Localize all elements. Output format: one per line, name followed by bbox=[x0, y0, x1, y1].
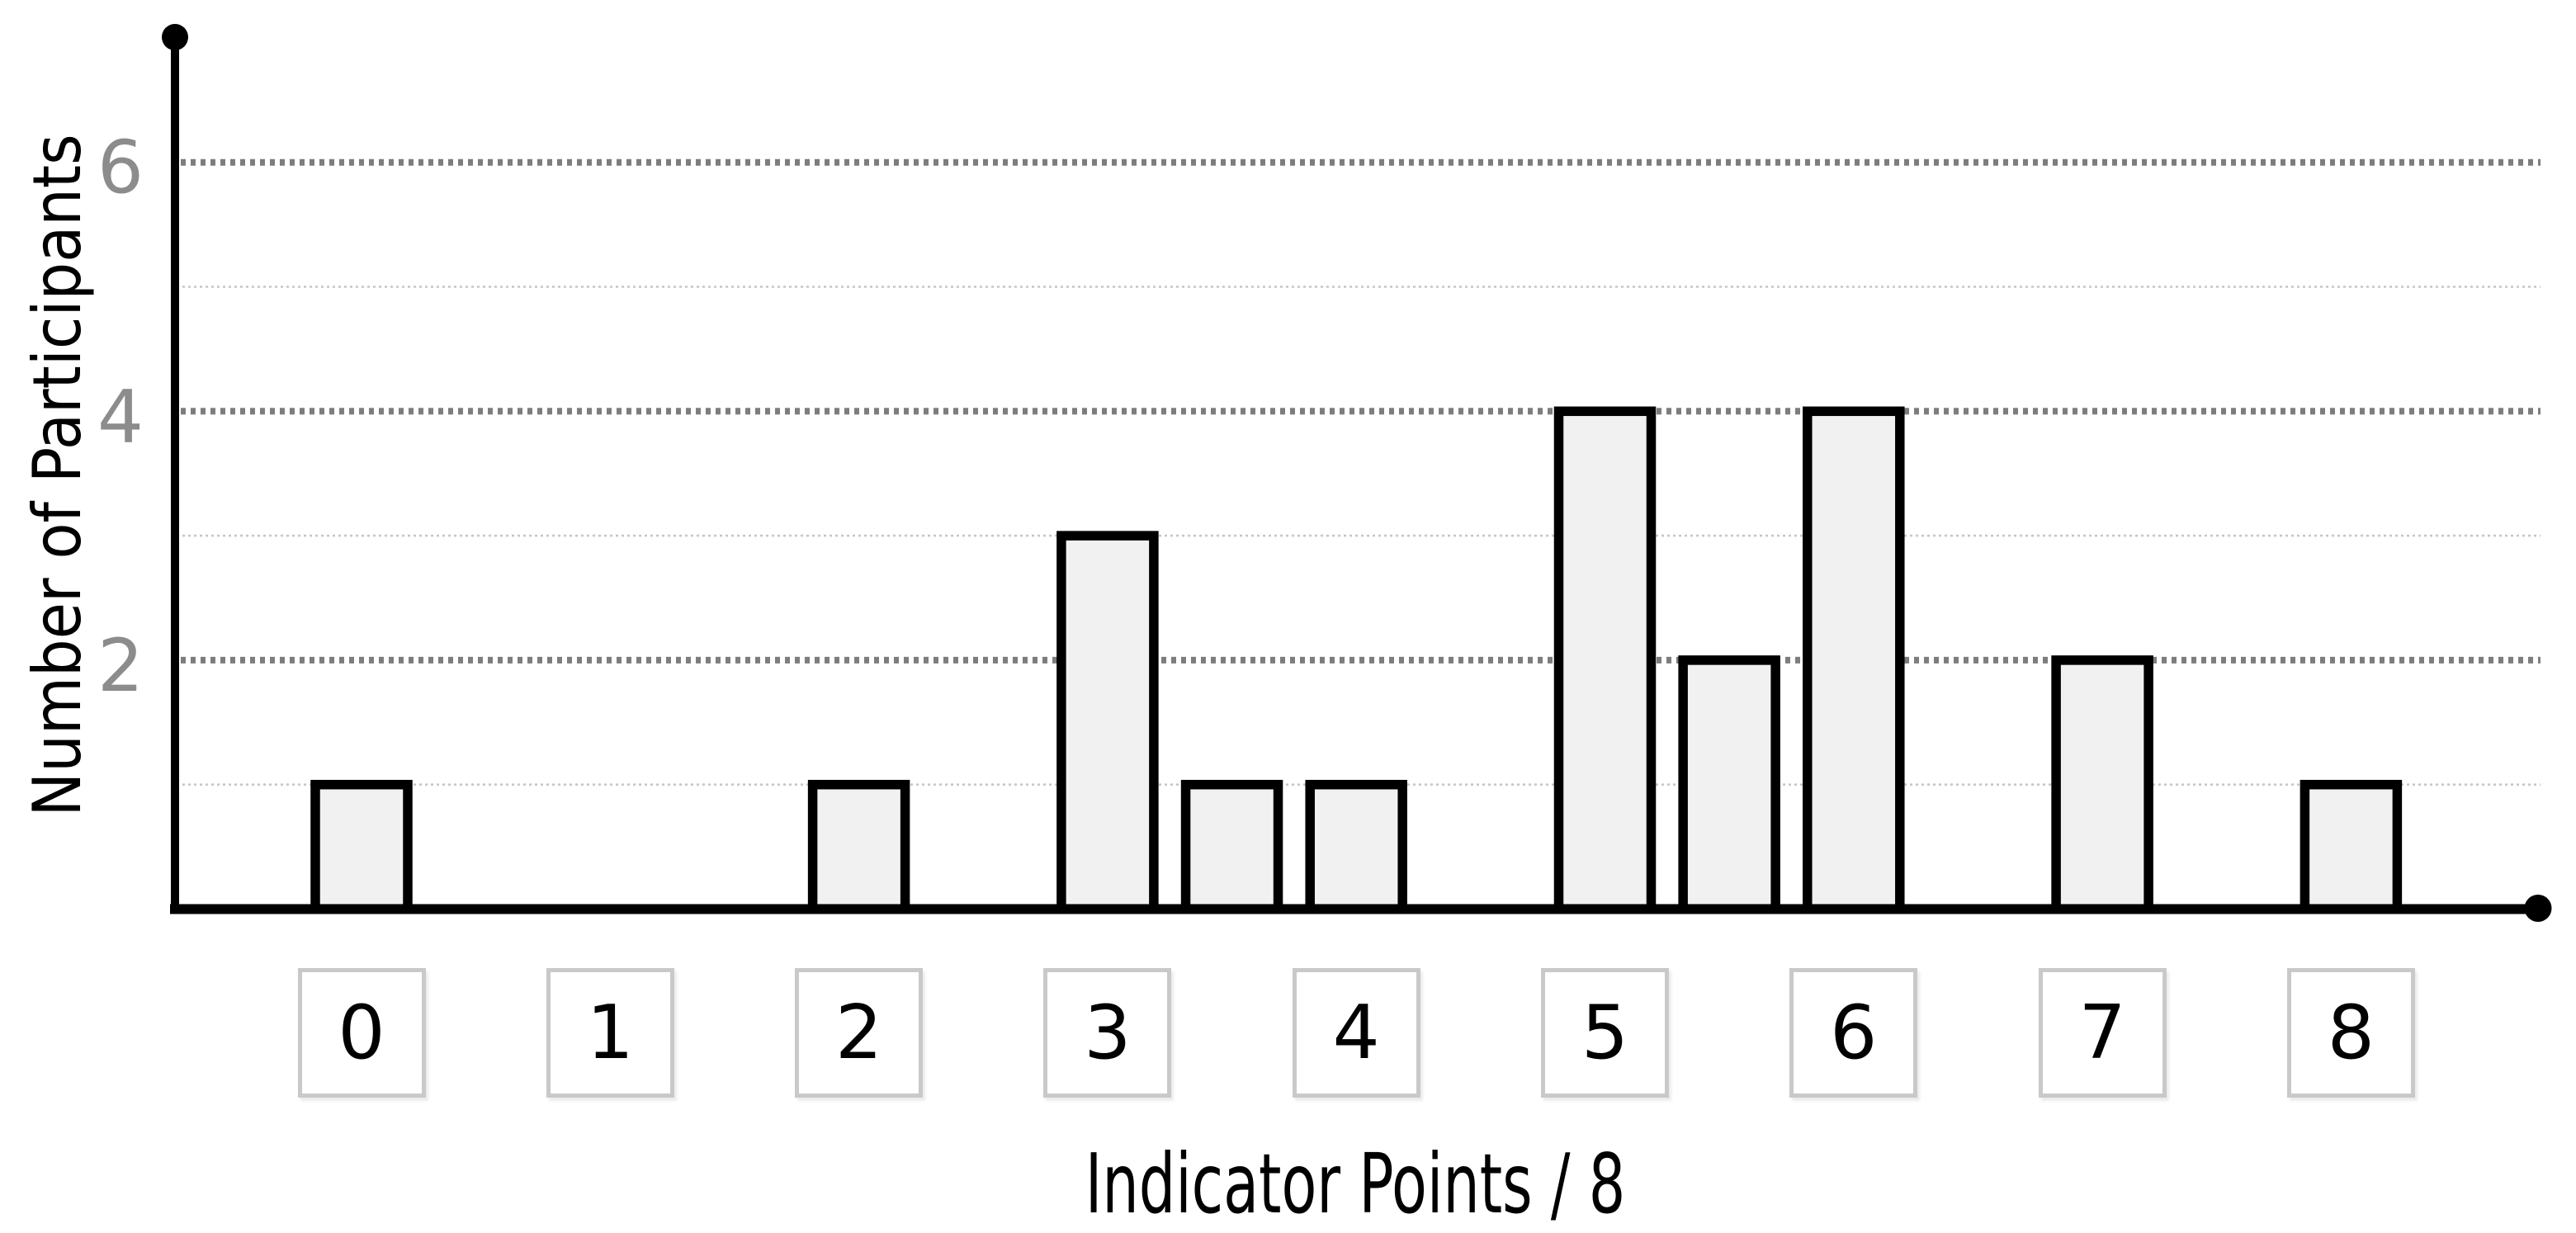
y-tick-label: 2 bbox=[97, 623, 144, 708]
category-label: 0 bbox=[338, 989, 385, 1076]
bar bbox=[2299, 779, 2403, 914]
category-box: 6 bbox=[1789, 968, 1918, 1098]
x-axis-end-dot bbox=[2524, 895, 2552, 922]
bar bbox=[2051, 655, 2153, 914]
category-box: 5 bbox=[1541, 968, 1669, 1098]
category-label: 5 bbox=[1581, 989, 1629, 1076]
y-tick-label: 4 bbox=[97, 374, 144, 459]
bar bbox=[1180, 779, 1283, 914]
y-axis-title: Number of Participants bbox=[19, 96, 96, 854]
bar bbox=[310, 779, 413, 914]
category-label: 2 bbox=[834, 989, 883, 1076]
category-label: 4 bbox=[1332, 989, 1380, 1076]
bar bbox=[1553, 406, 1657, 914]
bar bbox=[807, 779, 910, 914]
category-box: 3 bbox=[1043, 968, 1172, 1098]
bar bbox=[1305, 779, 1407, 914]
category-box: 1 bbox=[546, 968, 674, 1098]
category-box: 8 bbox=[2286, 968, 2415, 1098]
y-axis-title-text: Number of Participants bbox=[19, 134, 96, 817]
bar bbox=[1056, 531, 1159, 914]
category-label: 3 bbox=[1084, 989, 1132, 1076]
category-box: 7 bbox=[2038, 968, 2167, 1098]
category-box: 2 bbox=[795, 968, 924, 1098]
category-label: 7 bbox=[2078, 989, 2126, 1076]
bar bbox=[1678, 655, 1780, 914]
category-label: 8 bbox=[2327, 989, 2375, 1076]
category-box: 4 bbox=[1292, 968, 1420, 1098]
y-tick-label: 6 bbox=[97, 125, 144, 210]
category-box: 0 bbox=[297, 968, 426, 1098]
y-axis-end-dot bbox=[162, 24, 188, 50]
category-label: 6 bbox=[1830, 989, 1878, 1076]
bar bbox=[1803, 406, 1905, 914]
x-axis-title: Indicator Points / 8 bbox=[970, 1143, 1742, 1226]
category-label: 1 bbox=[586, 989, 634, 1076]
x-axis-title-text: Indicator Points / 8 bbox=[1085, 1136, 1626, 1232]
